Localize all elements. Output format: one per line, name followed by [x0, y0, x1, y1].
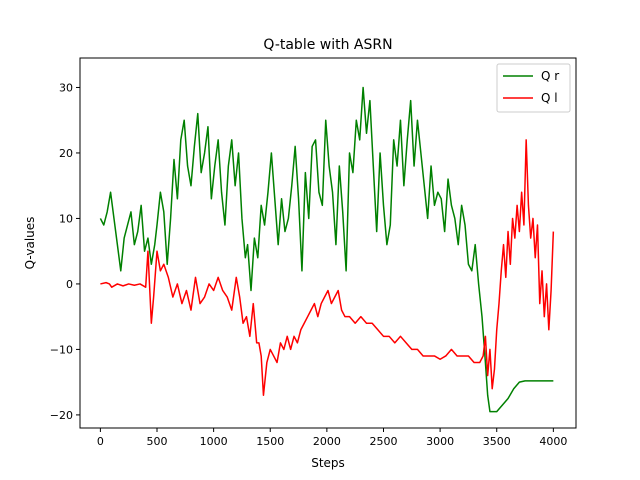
y-axis-ticks: −20 −10 0 10 20 30 [50, 81, 80, 422]
legend: Q r Q l [496, 63, 571, 113]
series-line-q-r [99, 86, 554, 413]
plot-area [79, 57, 577, 429]
x-tick-label: 500 [147, 435, 168, 448]
y-tick-label: 0 [66, 278, 73, 291]
y-tick-label: −10 [50, 343, 73, 356]
x-tick-label: 1000 [200, 435, 228, 448]
y-tick-label: 10 [59, 212, 73, 225]
x-axis-label: Steps [311, 456, 345, 470]
legend-label-q-l: Q l [541, 91, 558, 105]
x-tick-label: 1500 [256, 435, 284, 448]
x-tick-label: 4000 [539, 435, 567, 448]
axes-frame [79, 57, 577, 429]
y-tick-label: 30 [59, 81, 73, 94]
y-axis-label: Q-values [23, 217, 37, 270]
y-tick-label: 20 [59, 147, 73, 160]
legend-label-q-r: Q r [541, 69, 559, 83]
x-tick-label: 3500 [483, 435, 511, 448]
x-axis-ticks: 0 500 1000 1500 2000 2500 3000 3500 4000 [97, 428, 567, 448]
series-layer [99, 86, 555, 413]
chart-title: Q-table with ASRN [263, 37, 392, 53]
series-line-q-l [100, 139, 555, 397]
x-tick-label: 0 [97, 435, 104, 448]
x-tick-label: 2500 [369, 435, 397, 448]
x-tick-label: 2000 [313, 435, 341, 448]
y-tick-label: −20 [50, 409, 73, 422]
x-tick-label: 3000 [426, 435, 454, 448]
